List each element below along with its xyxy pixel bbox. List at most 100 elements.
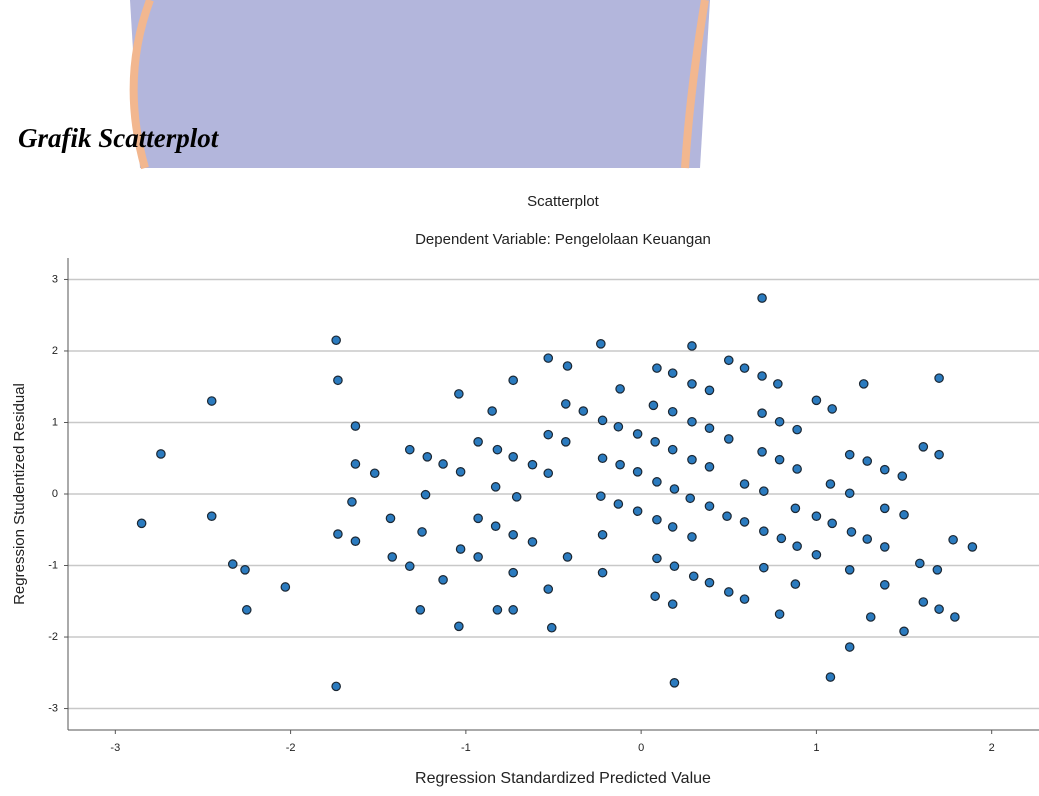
point (544, 430, 552, 438)
point (491, 483, 499, 491)
point (949, 536, 957, 544)
point (598, 531, 606, 539)
point (916, 559, 924, 567)
point (157, 450, 165, 458)
chart-subtitle: Dependent Variable: Pengelolaan Keuangan (415, 231, 711, 248)
point (416, 606, 424, 614)
point (509, 531, 517, 539)
y-tick-label: 0 (52, 488, 58, 500)
point (758, 448, 766, 456)
point (509, 376, 517, 384)
point (351, 460, 359, 468)
point (241, 566, 249, 574)
point (653, 478, 661, 486)
point (898, 472, 906, 480)
point (951, 613, 959, 621)
y-tick-label: 1 (52, 416, 58, 428)
point (488, 407, 496, 415)
point (791, 580, 799, 588)
point (633, 430, 641, 438)
point (474, 553, 482, 561)
point (455, 390, 463, 398)
point (740, 364, 748, 372)
point (528, 460, 536, 468)
point (793, 465, 801, 473)
point (491, 522, 499, 530)
point (668, 523, 676, 531)
point (649, 401, 657, 409)
point (137, 519, 145, 527)
point (528, 538, 536, 546)
point (616, 385, 624, 393)
point (579, 407, 587, 415)
point (760, 487, 768, 495)
point (439, 460, 447, 468)
y-tick-label: 2 (52, 345, 58, 357)
point (725, 588, 733, 596)
point (705, 578, 713, 586)
y-tick-label: -2 (48, 631, 58, 643)
point (900, 627, 908, 635)
point (598, 416, 606, 424)
point (723, 512, 731, 520)
point (351, 537, 359, 545)
point (563, 362, 571, 370)
point (208, 397, 216, 405)
point (846, 450, 854, 458)
point (740, 595, 748, 603)
point (670, 679, 678, 687)
point (758, 372, 766, 380)
point (332, 682, 340, 690)
point (512, 493, 520, 501)
point (760, 527, 768, 535)
point (863, 457, 871, 465)
point (758, 409, 766, 417)
point (705, 502, 713, 510)
point (881, 504, 889, 512)
point (775, 455, 783, 463)
point (777, 534, 785, 542)
point (668, 408, 676, 416)
point (334, 376, 342, 384)
point (439, 576, 447, 584)
point (740, 518, 748, 526)
point (544, 585, 552, 593)
point (705, 386, 713, 394)
point (386, 514, 394, 522)
point (847, 528, 855, 536)
point (919, 598, 927, 606)
x-tick-label: -2 (286, 742, 296, 754)
point (760, 563, 768, 571)
point (418, 528, 426, 536)
point (406, 445, 414, 453)
point (968, 543, 976, 551)
point (653, 516, 661, 524)
point (243, 606, 251, 614)
point (668, 600, 676, 608)
point (826, 673, 834, 681)
point (208, 512, 216, 520)
point (474, 514, 482, 522)
point (562, 438, 570, 446)
page: Grafik Scatterplot Scatterplot Dependent… (0, 0, 1039, 796)
point (686, 494, 694, 502)
point (351, 422, 359, 430)
point (388, 553, 396, 561)
point (933, 566, 941, 574)
point (509, 453, 517, 461)
point (881, 581, 889, 589)
x-tick-label: 0 (638, 742, 644, 754)
point (919, 443, 927, 451)
point (281, 583, 289, 591)
point (793, 542, 801, 550)
point (688, 342, 696, 350)
point (791, 504, 799, 512)
point (563, 553, 571, 561)
heading: Grafik Scatterplot (18, 123, 220, 153)
point (688, 533, 696, 541)
point (812, 512, 820, 520)
point (688, 418, 696, 426)
point (332, 336, 340, 344)
point (456, 545, 464, 553)
point (229, 560, 237, 568)
